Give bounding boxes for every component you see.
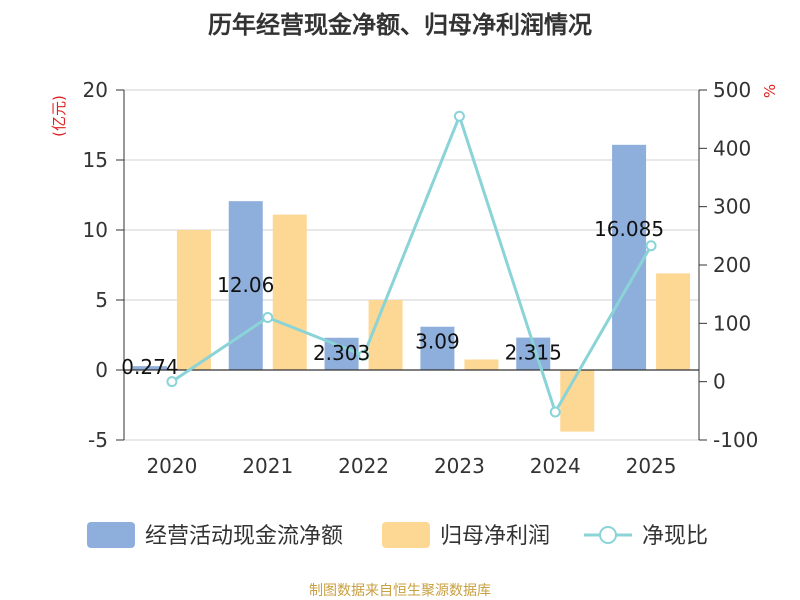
bar-data-label: 16.085: [594, 217, 664, 241]
line-point-2022: [358, 349, 370, 361]
x-axis-tick-label: 2022: [338, 454, 389, 478]
bar-operating-cash-flow-2023: [420, 326, 455, 370]
legend: 经营活动现金流净额 归母净利润 净现比: [87, 522, 708, 549]
line-point-2024: [549, 406, 561, 418]
left-axis-tick-label: -5: [88, 428, 108, 452]
bar-net-profit-2021: [272, 214, 307, 370]
line-point-2023: [453, 110, 465, 122]
right-axis-tick-label: 300: [713, 195, 751, 219]
labels-layer: 0.274 12.06 2.303 3.09 2.315 16.085: [121, 217, 664, 379]
bar-operating-cash-flow-2020: [132, 366, 167, 370]
left-axis-tick-label: 0: [95, 358, 108, 382]
left-axis-tick-label: 10: [83, 218, 108, 242]
line-net-cash-ratio: [171, 111, 653, 416]
source-note: 制图数据来自恒生聚源数据库: [309, 583, 491, 599]
line-layer: [166, 110, 657, 418]
line-point-2021: [262, 312, 274, 323]
bar-net-profit-2020: [176, 230, 211, 370]
bar-data-label: 2.303: [313, 341, 370, 365]
left-axis-unit-label: (亿元): [50, 95, 68, 137]
right-axis-tick-label: 200: [713, 253, 751, 277]
axes-layer: -5 0 5 10 15 20 -100 0 100 200 300 400 500 2020 2021 20…: [83, 78, 759, 478]
bar-data-label: 12.06: [217, 273, 274, 297]
right-axis-tick-label: -100: [713, 428, 758, 452]
bar-operating-cash-flow-2021: [228, 201, 263, 370]
legend-label: 归母净利润: [440, 524, 550, 549]
bars-layer: [132, 144, 691, 432]
right-axis-tick-label: 500: [713, 78, 751, 102]
x-axis-tick-label: 2025: [626, 454, 677, 478]
left-axis-tick-label: 5: [95, 288, 108, 312]
bar-net-profit-2022: [368, 300, 403, 370]
right-axis-tick-label: 0: [713, 370, 726, 394]
chart-title: 历年经营现金净额、归母净利润情况: [208, 11, 592, 39]
bar-data-label: 0.274: [121, 355, 178, 379]
line-point-2020: [166, 376, 178, 388]
legend-marker: [599, 526, 617, 544]
left-axis-tick-label: 15: [83, 148, 108, 172]
right-axis-unit-label: %: [761, 84, 779, 98]
legend-swatch: [382, 522, 430, 548]
bar-net-profit-2023: [464, 359, 499, 370]
legend-label: 净现比: [642, 524, 708, 549]
bar-net-profit-2024: [560, 370, 595, 432]
bar-net-profit-2025: [656, 273, 691, 370]
x-axis-tick-label: 2021: [242, 454, 293, 478]
legend-swatch: [87, 522, 135, 548]
bar-data-label: 3.09: [415, 330, 460, 354]
x-axis-tick-label: 2024: [530, 454, 581, 478]
bar-operating-cash-flow-2025: [612, 144, 647, 370]
left-axis-tick-label: 20: [83, 78, 108, 102]
right-axis-tick-label: 400: [713, 136, 751, 160]
right-axis-tick-label: 100: [713, 311, 751, 335]
x-axis-tick-label: 2023: [434, 454, 485, 478]
x-axis-tick-label: 2020: [146, 454, 197, 478]
legend-label: 经营活动现金流净额: [145, 524, 343, 549]
bar-data-label: 2.315: [505, 341, 562, 365]
line-point-2025: [645, 240, 657, 252]
